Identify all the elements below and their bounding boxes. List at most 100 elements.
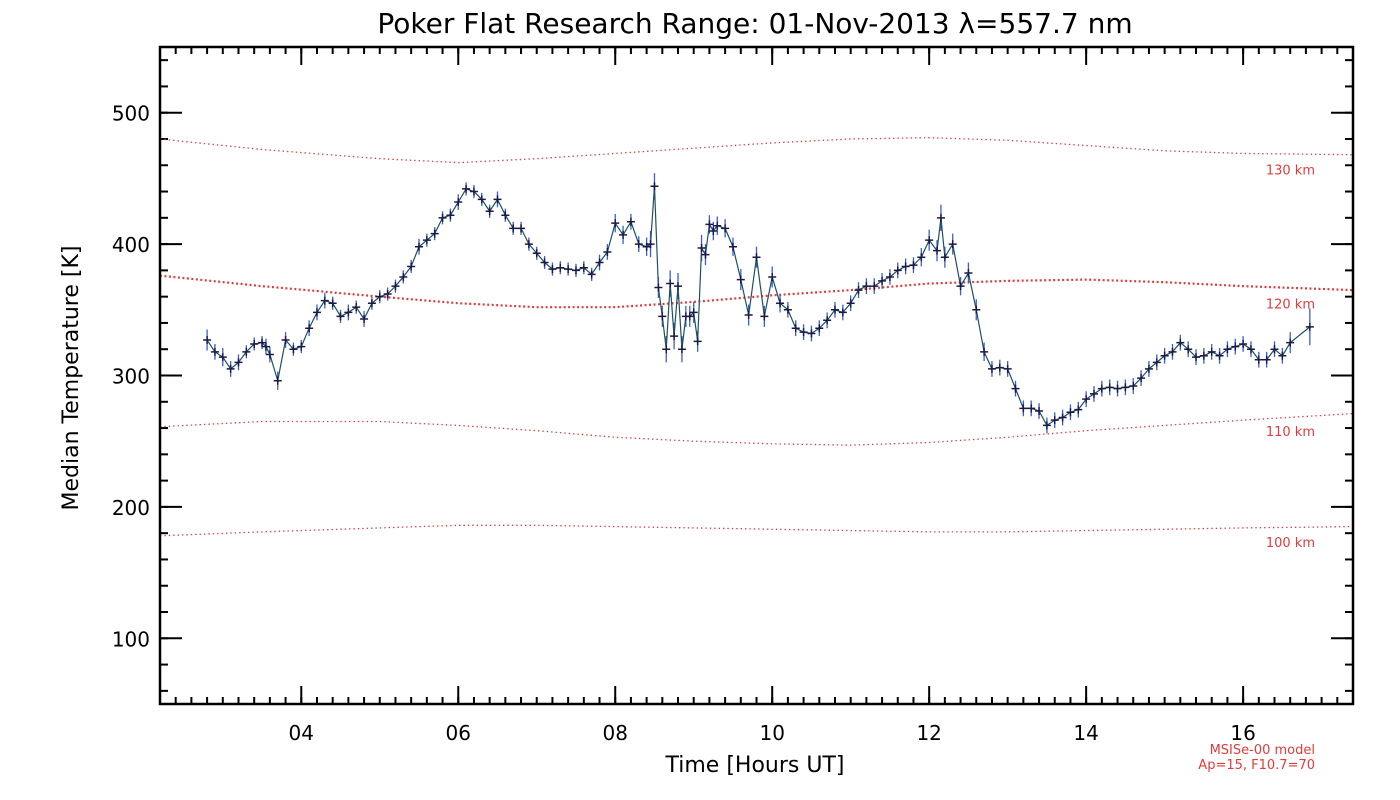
model-curve-label: 110 km [1266,425,1315,440]
data-point [1137,374,1146,383]
data-point [297,342,306,351]
model-curves: 130 km 120 km 110 km 100 km [159,137,1354,551]
data-point [862,282,871,291]
data-point [446,211,455,220]
data-point [658,312,667,321]
data-point [634,240,643,249]
data-point [791,324,800,333]
data-point [1074,405,1083,414]
data-point [336,312,345,321]
data-point [619,230,628,239]
y-tick-label: 100 [112,627,150,651]
data-point [462,184,471,193]
data-point [1019,404,1028,413]
data-point [273,376,282,385]
data-point [1152,358,1161,367]
data-point [524,240,533,249]
data-point [328,299,337,308]
data-point [1144,364,1153,373]
model-note-line1: MSISe-00 model [1210,743,1315,758]
model-curve [159,274,1354,309]
data-point [1207,347,1216,356]
data-point [964,269,973,278]
data-point [909,261,918,270]
data-point [646,240,655,249]
data-point [666,279,675,288]
data-point [367,299,376,308]
data-point [878,276,887,285]
data-point [838,308,847,317]
data-point [1223,345,1232,354]
chart-title: Poker Flat Research Range: 01-Nov-2013 λ… [377,7,1132,40]
data-point [783,305,792,314]
data-point [218,353,227,362]
data-point [250,339,259,348]
data-point [234,358,243,367]
data-point [1160,351,1169,360]
data-point [1042,421,1051,430]
data-point [972,305,981,314]
data-point [407,262,416,271]
data-point [1066,408,1075,417]
data-point [1254,355,1263,364]
data-point [203,336,212,345]
data-point [1184,345,1193,354]
data-point [728,242,737,251]
data-point [1231,342,1240,351]
data-point [1050,416,1059,425]
y-axis-label: Median Temperature [K] [59,246,84,511]
data-point [721,224,730,233]
data-point [1305,322,1314,331]
data-point [980,347,989,356]
data-point [454,198,463,207]
data-point [830,305,839,314]
model-curve [159,524,1354,537]
data-point [258,338,267,347]
data-point [415,242,424,251]
x-tick-label: 06 [446,721,471,745]
x-tick-label: 04 [289,721,314,745]
x-tick-label: 08 [602,721,627,745]
data-point [1121,383,1130,392]
data-point [1239,339,1248,348]
data-point [509,224,518,233]
data-point [1286,338,1295,347]
data-point [1113,384,1122,393]
data-point [517,224,526,233]
data-point [532,249,541,258]
data-point [1199,351,1208,360]
data-point [399,272,408,281]
data-point [438,213,447,222]
model-curve-label: 130 km [1266,163,1315,178]
data-point [305,324,314,333]
data-point [689,308,698,317]
data-point [744,311,753,320]
data-point [611,219,620,228]
data-point [344,308,353,317]
data-point [1027,404,1036,413]
data-point [603,247,612,256]
data-point [807,329,816,338]
data-point [893,266,902,275]
data-point [885,272,894,281]
axis-ticks: 04 06 08 10 12 14 16 100 200 300 400 500 [112,47,1354,745]
data-point [383,290,392,299]
data-point [701,250,710,259]
data-point [261,342,270,351]
data-point [281,336,290,345]
data-point [1176,338,1185,347]
y-tick-label: 400 [112,233,150,257]
x-tick-label: 12 [916,721,941,745]
data-point [677,345,686,354]
data-point [1270,345,1279,354]
data-point [815,324,824,333]
data-point [422,236,431,245]
data-point [1003,364,1012,373]
data-point [1105,383,1114,392]
data-point [477,195,486,204]
data-point [501,211,510,220]
data-point [540,258,549,267]
data-point [564,265,573,274]
data-series [203,173,1314,434]
